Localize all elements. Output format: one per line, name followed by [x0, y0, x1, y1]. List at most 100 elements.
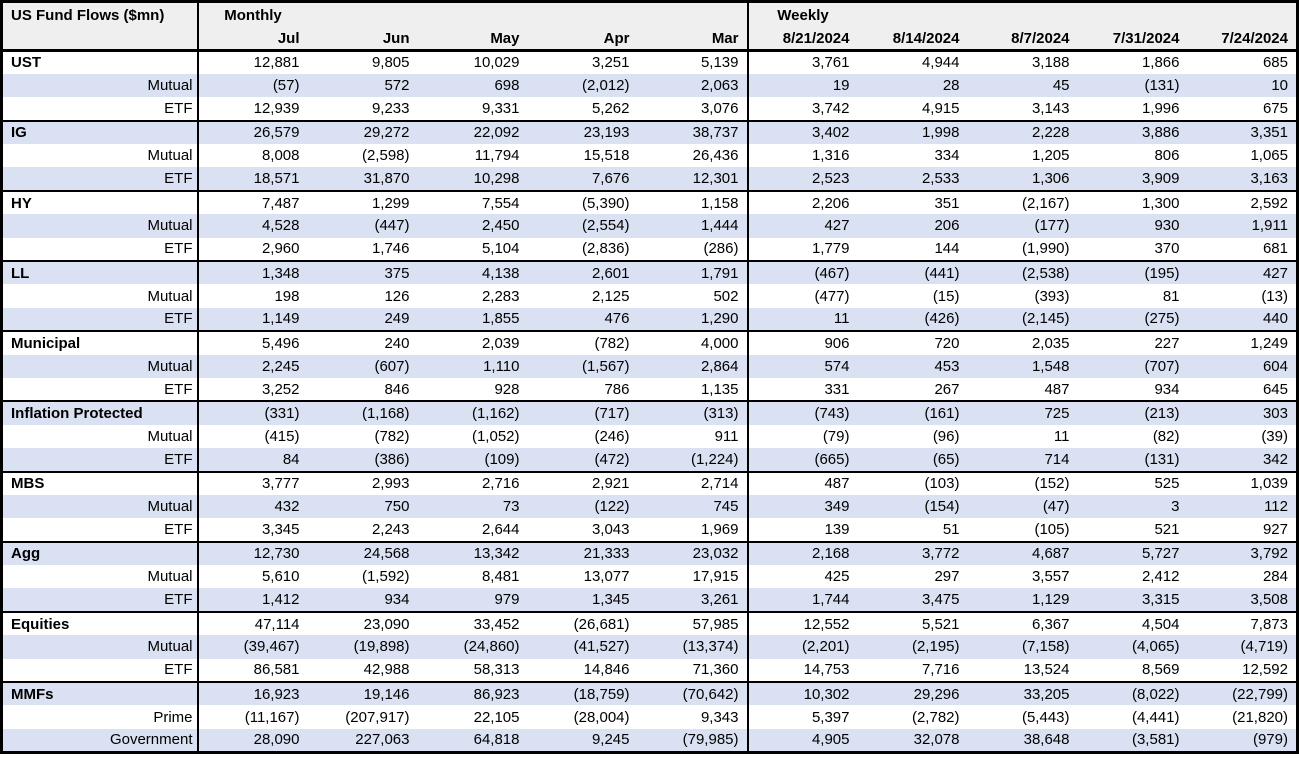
category-label: Agg [1, 540, 199, 566]
value-cell: 13,342 [417, 540, 528, 566]
subcategory-label: ETF [1, 658, 199, 683]
value-cell: 42,988 [363, 661, 410, 679]
value-cell: 425 [824, 568, 850, 586]
value-cell: 1,039 [1187, 470, 1298, 495]
value-cell: (331) [197, 400, 308, 425]
category-label: MBS [1, 470, 199, 495]
value-cell: 73 [502, 498, 520, 516]
value-cell: (286) [637, 237, 749, 262]
spacer-cell [307, 1, 418, 29]
subcategory-row: Mutual (57) 572 698 (2,012) 2,063 19 28 45 (131) 1… [1, 73, 1298, 98]
value-cell: 10 [1271, 77, 1288, 95]
value-cell: 846 [384, 380, 410, 398]
value-cell: (8,022) [1077, 681, 1188, 706]
category-row: IG 26,579 29,272 22,092 23,193 38,737 3,402 1,9… [1, 119, 1298, 145]
subcategory-row: Mutual 2,245 (607) 1,110 (1,567) 2,864 574 453 1… [1, 354, 1298, 378]
category-label: Inflation Protected [1, 400, 199, 425]
value-cell: 4,138 [417, 259, 528, 285]
value-cell: 3,345 [261, 521, 300, 538]
value-cell: 9,805 [371, 54, 410, 72]
value-cell: 2,533 [921, 170, 960, 188]
subcategory-row: ETF 18,571 31,870 10,298 7,676 12,301 2,523 2,5… [1, 167, 1298, 191]
value-cell: (22,799) [1187, 681, 1298, 706]
value-cell: 574 [824, 357, 850, 375]
value-cell: 3,886 [1077, 119, 1188, 145]
value-cell: 29,272 [307, 119, 418, 145]
value-cell: (4,719) [1240, 638, 1288, 656]
value-cell: 1,299 [307, 189, 418, 215]
value-cell: 1,149 [261, 310, 300, 328]
value-cell: (386) [374, 450, 410, 468]
value-cell: 675 [1262, 99, 1288, 117]
value-cell: 10,302 [747, 681, 858, 706]
value-cell: (109) [484, 450, 520, 468]
date-column-header: 7/31/2024 [1077, 28, 1188, 52]
subcategory-row: Mutual 5,610 (1,592) 8,481 13,077 17,915 425 29… [1, 565, 1298, 589]
value-cell: (1,168) [307, 400, 418, 425]
spacer-cell [1077, 1, 1188, 29]
value-cell: 1,290 [637, 307, 749, 332]
value-cell: (2,598) [361, 147, 410, 165]
value-cell: 4,687 [967, 540, 1078, 566]
value-cell: (246) [594, 427, 630, 445]
value-cell: 1,306 [1031, 170, 1070, 188]
value-cell: 12,301 [637, 167, 749, 191]
category-label: MMFs [1, 681, 199, 706]
value-cell: 1,065 [1250, 147, 1288, 165]
value-cell: 685 [1262, 54, 1288, 72]
value-cell: 906 [747, 330, 858, 355]
subcategory-label: ETF [1, 377, 199, 402]
value-cell: (103) [857, 470, 968, 495]
value-cell: 5,727 [1077, 540, 1188, 566]
value-cell: 334 [934, 147, 960, 165]
value-cell: 9,245 [591, 731, 630, 749]
value-cell: (1,224) [637, 448, 749, 472]
value-cell: 525 [1077, 470, 1188, 495]
value-cell: 33,205 [967, 681, 1078, 706]
value-cell: (1,052) [471, 427, 520, 445]
value-cell: 1,129 [1031, 591, 1070, 609]
value-cell: (3,581) [1131, 731, 1180, 749]
value-cell: 3,076 [637, 97, 749, 121]
value-cell: 22,105 [473, 708, 520, 726]
category-row: MMFs 16,923 19,146 86,923 (18,759) (70,642) 10… [1, 681, 1298, 706]
value-cell: 23,193 [527, 119, 638, 145]
value-cell: 1,744 [811, 591, 850, 609]
value-cell: 303 [1187, 400, 1298, 425]
value-cell: 1,205 [1031, 147, 1070, 165]
value-cell: (15) [932, 287, 960, 305]
value-cell: 2,228 [967, 119, 1078, 145]
value-cell: 4,528 [261, 217, 300, 235]
value-cell: 427 [824, 217, 850, 235]
category-label: HY [1, 189, 199, 215]
value-cell: (1,990) [1021, 240, 1070, 258]
value-cell: 1,779 [811, 240, 850, 258]
value-cell: 3,402 [747, 119, 858, 145]
value-cell: 19,146 [307, 681, 418, 706]
value-cell: 1,998 [857, 119, 968, 145]
value-cell: 7,716 [921, 661, 960, 679]
value-cell: 5,521 [857, 610, 968, 636]
value-cell: 14,846 [583, 661, 630, 679]
value-cell: (313) [637, 400, 749, 425]
value-cell: 750 [384, 498, 410, 516]
value-cell: 47,114 [197, 610, 308, 636]
value-cell: 3,742 [811, 99, 850, 117]
value-cell: 8,569 [1141, 661, 1180, 679]
value-cell: 8,008 [261, 147, 300, 165]
value-cell: 2,601 [527, 259, 638, 285]
subcategory-label: ETF [1, 167, 199, 191]
subcategory-row: Mutual 432 750 73 (122) 745 349 (154) (47) 3 112 [1, 494, 1298, 519]
value-cell: (2,836) [581, 240, 630, 258]
value-cell: 3,251 [591, 54, 630, 72]
value-cell: 267 [934, 380, 960, 398]
value-cell: 240 [307, 330, 418, 355]
value-cell: 26,436 [637, 144, 749, 168]
value-cell: 331 [824, 380, 850, 398]
value-cell: 432 [274, 498, 300, 516]
section-header-row: US Fund Flows ($mn) Monthly Weekly [1, 1, 1298, 29]
value-cell: 22,092 [417, 119, 528, 145]
spacer-cell [637, 1, 749, 29]
value-cell: 1,746 [371, 240, 410, 258]
value-cell: 38,737 [637, 119, 749, 145]
